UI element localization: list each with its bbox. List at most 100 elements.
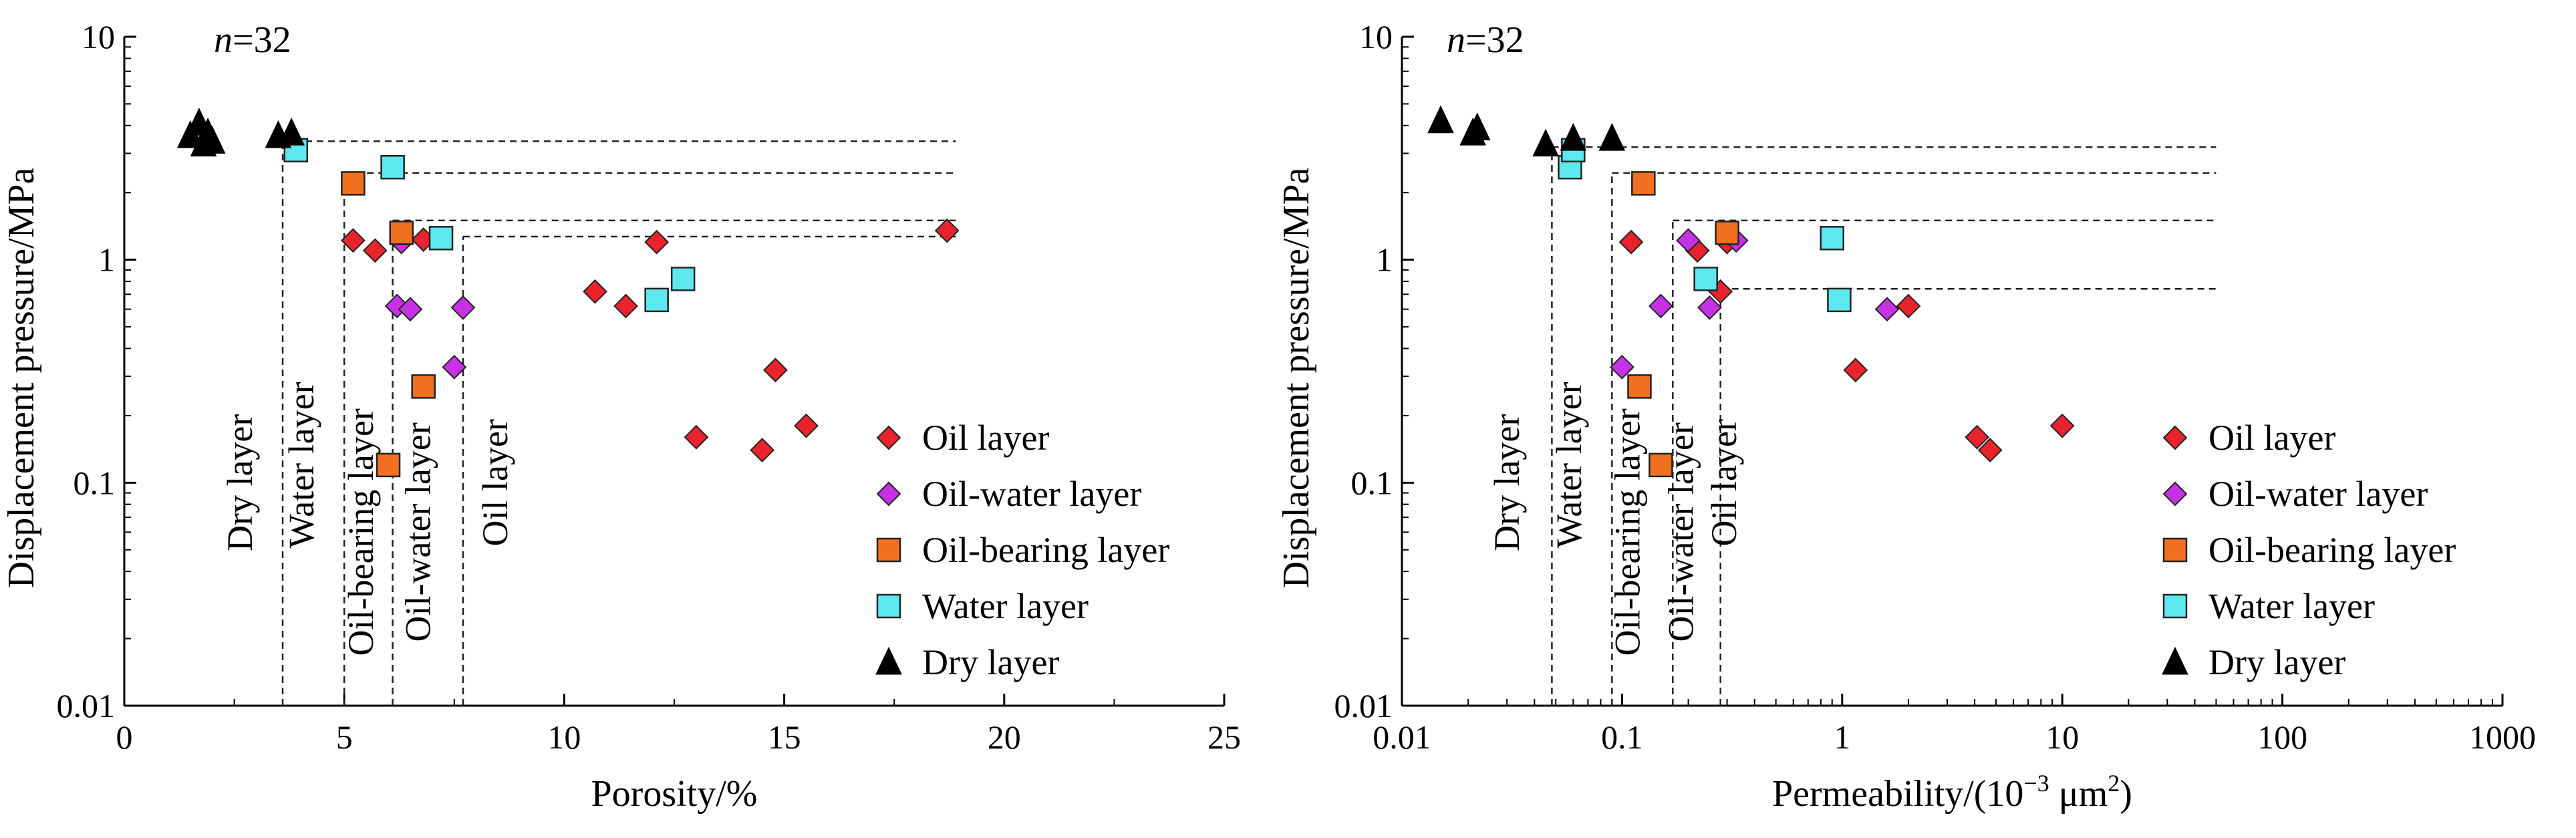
data-point-oilwater xyxy=(1648,293,1673,319)
data-point-oil xyxy=(1896,293,1921,319)
series-dry xyxy=(176,108,305,157)
region-label: Oil layer xyxy=(475,419,515,546)
series-oilwater xyxy=(1609,228,1900,380)
sample-count-label: n=32 xyxy=(214,19,291,61)
data-point-dry xyxy=(278,117,305,146)
data-point-oil xyxy=(362,238,388,263)
legend-marker-oilwater xyxy=(2162,481,2188,507)
chart-panel-porosity: 0.01 0.1 1 10 0 5 10 15 20 25 Dry layer Water layer… xyxy=(1,18,1241,815)
series-water xyxy=(1558,138,1852,313)
data-point-water xyxy=(1693,267,1718,291)
x-tick-label: 25 xyxy=(1207,718,1241,756)
series-oilwater xyxy=(384,229,476,380)
x-tick-label: 15 xyxy=(768,718,801,756)
data-point-oil xyxy=(644,229,670,255)
series-oilbearing xyxy=(1627,171,1739,478)
data-point-oil xyxy=(1843,358,1868,383)
data-point-oilbearing xyxy=(341,171,366,196)
x-tick-label: 0 xyxy=(116,718,133,756)
region-label: Oil layer xyxy=(1704,419,1744,546)
legend-marker-water xyxy=(2162,593,2188,619)
legend: Oil layer Oil-water layer Oil-bearing laye… xyxy=(2162,418,2456,682)
y-tick-label: 0.01 xyxy=(1334,687,1393,724)
legend-label-water: Water layer xyxy=(2208,586,2375,626)
data-point-oil xyxy=(583,279,607,304)
legend-label-water: Water layer xyxy=(922,586,1089,626)
x-tick-label: 1 xyxy=(1834,718,1850,756)
series-water xyxy=(283,138,696,313)
region-label: Oil-water layer xyxy=(398,422,438,642)
data-point-oil xyxy=(934,218,960,243)
data-point-oilwater xyxy=(398,297,423,322)
region-label: Oil-bearing layer xyxy=(341,408,381,656)
y-tick-label: 10 xyxy=(82,18,115,55)
data-point-water xyxy=(1820,226,1844,251)
x-tick-label: 1000 xyxy=(2469,718,2536,756)
legend-label-oil: Oil layer xyxy=(922,418,1049,458)
data-point-oilbearing xyxy=(1715,221,1739,245)
legend-marker-oilbearing xyxy=(876,537,901,563)
data-point-water xyxy=(380,154,405,180)
series-dry xyxy=(1427,105,1626,157)
data-point-oilbearing xyxy=(389,221,414,245)
data-point-oil xyxy=(750,438,775,462)
y-axis-label: Displacement pressure/MPa xyxy=(1,167,42,588)
y-tick-label: 0.01 xyxy=(57,687,116,724)
series-oilbearing xyxy=(341,171,436,478)
x-tick-label: 5 xyxy=(336,718,353,756)
data-point-water xyxy=(644,287,669,313)
legend: Oil layer Oil-water layer Oil-bearing laye… xyxy=(875,418,1169,682)
legend-label-oilwater: Oil-water layer xyxy=(922,474,1141,514)
x-tick-label: 10 xyxy=(2045,718,2079,756)
y-tick-label: 0.1 xyxy=(1351,464,1393,501)
data-point-oilwater xyxy=(1676,228,1701,253)
legend-label-dry: Dry layer xyxy=(2208,642,2345,682)
x-tick-label: 0.01 xyxy=(1373,718,1431,756)
data-point-oilwater xyxy=(450,295,476,320)
legend-label-oilwater: Oil-water layer xyxy=(2208,474,2428,514)
y-tick-label: 1 xyxy=(98,241,115,279)
legend-marker-dry xyxy=(2162,646,2188,675)
legend-label-dry: Dry layer xyxy=(922,642,1059,682)
data-point-dry xyxy=(1598,122,1626,151)
data-point-oilwater xyxy=(1609,354,1634,380)
data-point-oil xyxy=(684,424,709,450)
x-axis-label: Porosity/% xyxy=(591,773,758,815)
legend-marker-oil xyxy=(876,425,901,450)
legend-marker-water xyxy=(876,593,901,619)
y-axis-label: Displacement pressure/MPa xyxy=(1276,167,1317,588)
data-point-water xyxy=(428,226,454,251)
x-tick-label: 20 xyxy=(988,718,1021,756)
region-label: Water layer xyxy=(1549,382,1589,548)
legend-marker-oilwater xyxy=(876,481,901,507)
data-point-oil xyxy=(340,228,366,253)
region-label: Oil-bearing layer xyxy=(1607,408,1647,656)
chart-panel-permeability: 0.01 0.1 1 10 0.01 0.1 1 10 100 1000 Dry layer Wate… xyxy=(1276,18,2536,815)
data-point-oilwater xyxy=(1697,295,1722,320)
data-point-oilbearing xyxy=(1631,171,1656,196)
legend-marker-oil xyxy=(2162,425,2188,450)
sample-count-label: n=32 xyxy=(1447,19,1524,61)
legend-marker-dry xyxy=(875,646,902,675)
legend-label-oilbearing: Oil-bearing layer xyxy=(922,530,1169,570)
data-point-oil xyxy=(763,358,788,383)
y-tick-label: 1 xyxy=(1376,241,1393,279)
x-tick-label: 10 xyxy=(547,718,581,756)
legend-marker-oilbearing xyxy=(2162,537,2188,563)
data-point-oil xyxy=(1977,438,2003,462)
data-point-oil xyxy=(1965,424,1990,450)
region-label: Water layer xyxy=(281,382,321,548)
legend-label-oilbearing: Oil-bearing layer xyxy=(2208,530,2456,570)
data-point-oilbearing xyxy=(376,452,401,478)
data-point-dry xyxy=(198,126,226,154)
region-label: Dry layer xyxy=(1487,414,1527,551)
y-tick-label: 10 xyxy=(1359,18,1393,55)
data-point-oilbearing xyxy=(1627,374,1652,399)
x-axis-label: Permeability/(10−3 μm2) xyxy=(1772,770,2132,815)
region-label: Dry layer xyxy=(220,414,260,551)
data-point-dry xyxy=(1427,105,1454,134)
data-point-oil xyxy=(2049,413,2075,438)
data-point-oilbearing xyxy=(411,374,436,399)
